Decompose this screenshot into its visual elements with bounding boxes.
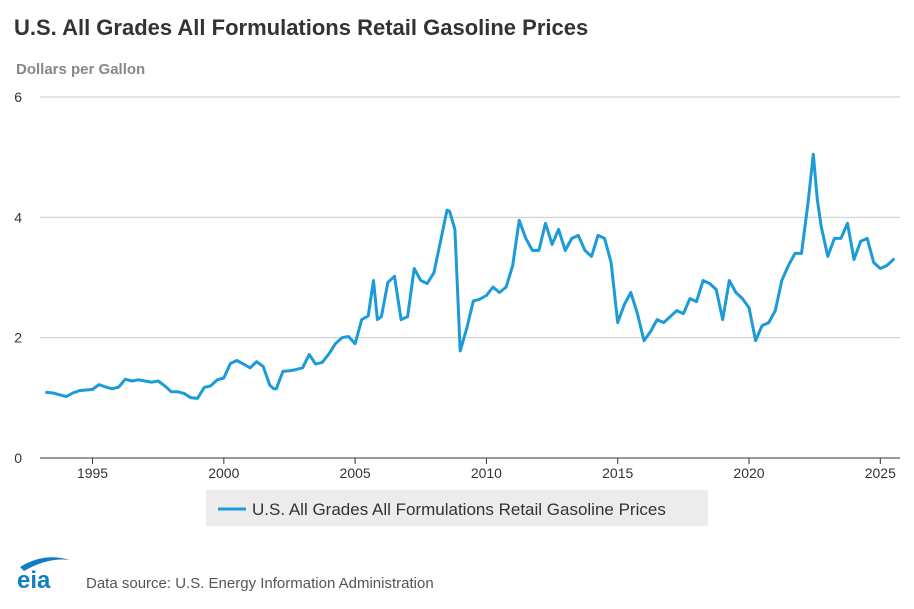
x-tick-label: 2000 — [208, 465, 239, 481]
x-tick-label: 2025 — [865, 465, 896, 481]
legend[interactable]: U.S. All Grades All Formulations Retail … — [206, 490, 708, 526]
x-tick-label: 2015 — [602, 465, 633, 481]
series-group — [45, 152, 895, 400]
y-tick-label: 2 — [14, 330, 22, 346]
data-source-note: Data source: U.S. Energy Information Adm… — [86, 575, 434, 592]
y-tick-label: 0 — [14, 450, 22, 466]
legend-box — [206, 490, 708, 526]
x-tick-label: 1995 — [77, 465, 108, 481]
x-tick-label: 2020 — [733, 465, 764, 481]
series-line — [45, 152, 895, 400]
y-tick-label: 6 — [14, 89, 22, 105]
y-axis-unit-label: Dollars per Gallon — [16, 61, 146, 78]
y-tick-label: 4 — [14, 209, 22, 225]
y-axis-ticks: 0 2 4 6 — [14, 89, 22, 466]
legend-label: U.S. All Grades All Formulations Retail … — [252, 500, 666, 519]
logo-text: eia — [17, 567, 51, 594]
eia-logo: eia — [17, 557, 70, 594]
gridlines — [40, 96, 900, 459]
chart-title: U.S. All Grades All Formulations Retail … — [14, 15, 589, 40]
x-tick-label: 2005 — [340, 465, 371, 481]
x-axis-ticks: 1995 2000 2005 2010 2015 2020 2025 — [77, 458, 896, 481]
x-tick-label: 2010 — [471, 465, 502, 481]
logo-swoosh-icon — [20, 557, 70, 571]
